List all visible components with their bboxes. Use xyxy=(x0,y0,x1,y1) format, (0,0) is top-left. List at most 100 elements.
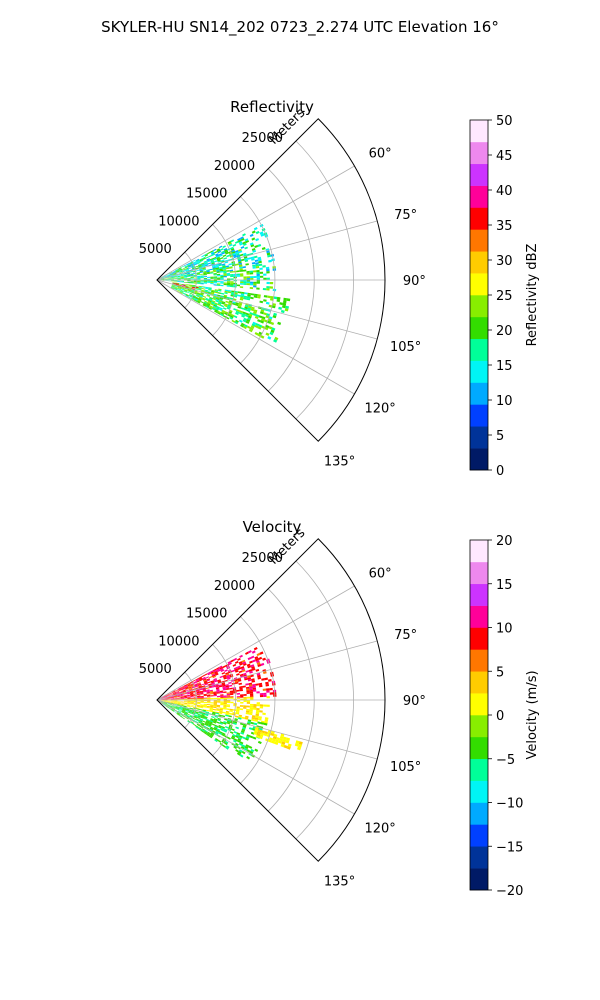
data-cell xyxy=(216,668,220,671)
data-cell xyxy=(228,290,232,292)
data-cell xyxy=(207,262,212,265)
data-cell xyxy=(255,323,260,327)
colorbar-swatch xyxy=(470,583,488,606)
data-cell xyxy=(257,296,261,299)
data-cell xyxy=(251,237,256,241)
data-cell xyxy=(263,694,267,697)
data-cell xyxy=(213,277,218,279)
data-cell xyxy=(181,687,185,690)
data-cell xyxy=(173,703,178,704)
data-cell xyxy=(185,687,189,689)
data-cell xyxy=(187,701,191,703)
data-cell xyxy=(209,707,214,709)
data-cell xyxy=(254,656,259,660)
data-cell xyxy=(222,665,226,669)
data-cell xyxy=(206,295,210,297)
data-cell xyxy=(187,703,191,704)
data-cell xyxy=(169,692,173,694)
data-cell xyxy=(228,252,233,255)
data-cell xyxy=(175,689,179,692)
data-cell xyxy=(167,277,171,278)
colorbar-tick-label: 25 xyxy=(496,289,513,304)
data-cell xyxy=(173,702,178,704)
data-cell xyxy=(236,273,240,276)
data-cell xyxy=(246,663,251,667)
colorbar-swatch xyxy=(470,780,488,803)
data-cell xyxy=(256,702,260,705)
data-cell xyxy=(172,706,176,708)
data-cell xyxy=(196,295,200,298)
data-cell xyxy=(194,715,198,717)
data-cell xyxy=(210,276,214,278)
data-cell xyxy=(238,250,243,254)
data-cell xyxy=(213,258,217,261)
data-cell xyxy=(177,277,181,278)
data-cell xyxy=(225,685,230,688)
data-cell xyxy=(221,250,225,254)
data-cell xyxy=(239,298,244,301)
data-cell xyxy=(250,256,255,259)
data-cell xyxy=(182,690,186,692)
data-cell xyxy=(180,699,184,700)
data-cell xyxy=(186,704,191,706)
data-cell xyxy=(256,708,260,711)
data-cell xyxy=(164,278,168,279)
data-cell xyxy=(167,697,171,699)
data-cell xyxy=(223,282,227,284)
data-cell xyxy=(175,270,180,273)
data-cell xyxy=(160,701,164,703)
data-cell xyxy=(236,707,240,710)
data-cell xyxy=(200,273,204,275)
data-cell xyxy=(233,657,238,661)
data-cell xyxy=(203,272,207,274)
data-cell xyxy=(253,309,258,313)
data-cell xyxy=(207,302,211,305)
data-cell xyxy=(230,293,235,296)
data-cell xyxy=(166,275,171,277)
data-cell xyxy=(183,693,187,695)
data-cell xyxy=(269,737,273,741)
data-cell xyxy=(263,733,268,737)
data-cell xyxy=(223,257,228,260)
data-cell xyxy=(208,300,212,303)
data-cell xyxy=(183,273,187,275)
data-cell xyxy=(190,692,194,694)
data-cell xyxy=(192,259,196,262)
data-cell xyxy=(186,705,190,708)
data-cell xyxy=(200,704,204,706)
data-cell xyxy=(201,723,205,726)
data-cell xyxy=(222,744,226,748)
data-cell xyxy=(179,270,183,272)
data-cell xyxy=(174,698,178,700)
data-cell xyxy=(190,696,194,698)
data-cell xyxy=(207,700,211,702)
data-cell xyxy=(200,293,204,295)
data-cell xyxy=(199,271,204,273)
data-cell xyxy=(231,728,235,731)
data-cell xyxy=(255,715,259,719)
data-cell xyxy=(231,302,236,306)
data-cell xyxy=(256,652,261,657)
data-cell xyxy=(169,272,173,274)
data-cell xyxy=(173,273,177,275)
data-cell xyxy=(219,666,223,670)
data-cell xyxy=(177,281,181,283)
data-cell xyxy=(208,686,213,689)
data-cell xyxy=(178,688,182,691)
data-cell xyxy=(221,672,226,675)
data-cell xyxy=(187,280,191,282)
data-cell xyxy=(206,272,211,275)
data-cell xyxy=(241,313,246,316)
data-cell xyxy=(167,698,171,700)
data-cell xyxy=(244,258,248,261)
data-cell xyxy=(182,292,187,295)
data-cell xyxy=(182,284,186,286)
data-cell xyxy=(230,697,234,699)
data-cell xyxy=(238,248,242,252)
data-cell xyxy=(264,326,269,331)
data-cell xyxy=(224,742,228,746)
data-cell xyxy=(216,248,220,251)
data-cell xyxy=(166,273,170,276)
data-cell xyxy=(257,326,262,330)
data-cell xyxy=(160,700,165,701)
